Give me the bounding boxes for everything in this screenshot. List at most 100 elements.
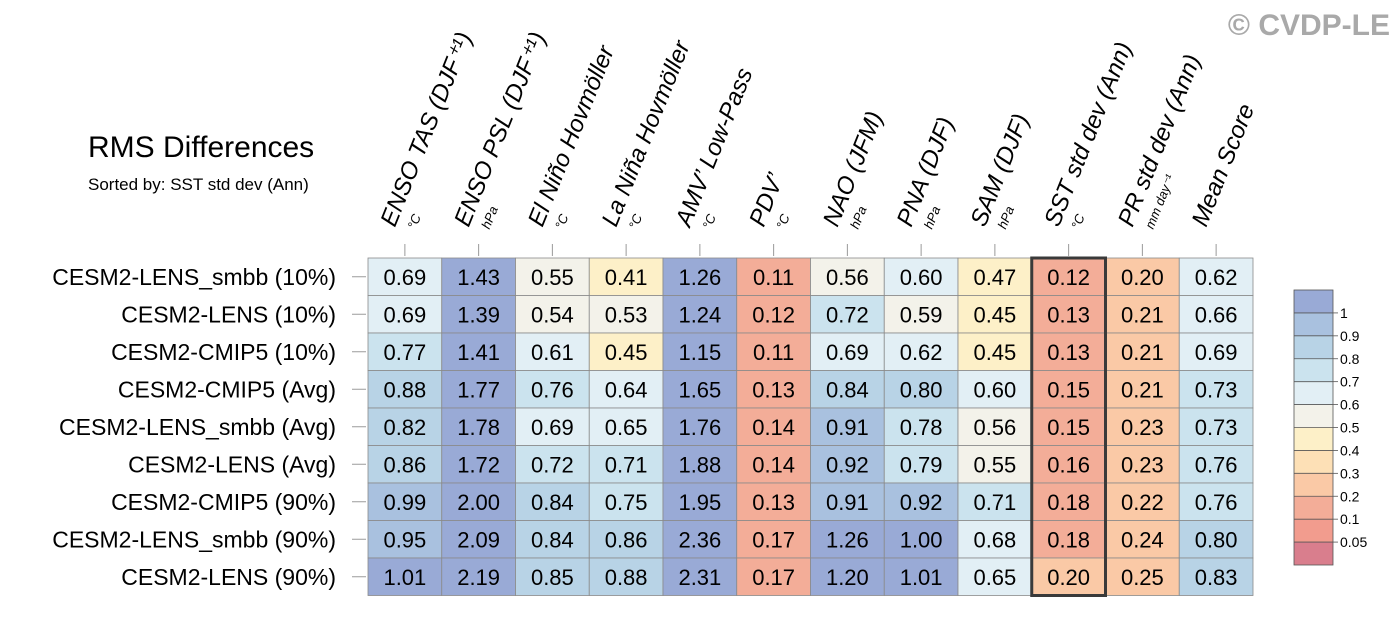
heatmap-cell	[515, 332, 590, 371]
colorbar-tick-label: 0.1	[1340, 511, 1360, 527]
heatmap-cell	[810, 482, 885, 521]
heatmap-cell	[441, 257, 516, 296]
colorbar-tick-label: 0.5	[1340, 420, 1360, 436]
cell-value: 0.65	[973, 565, 1016, 590]
heatmap-cell	[588, 370, 664, 409]
cell-value: 1.39	[457, 302, 500, 327]
heatmap-cell	[810, 370, 885, 409]
column-label-group: PNA (DJF)hPa	[892, 113, 960, 231]
cell-value: 0.86	[383, 452, 426, 477]
cell-value: 0.56	[973, 415, 1016, 440]
cell-value: 0.84	[826, 377, 869, 402]
cell-value: 0.23	[1121, 452, 1164, 477]
cell-value: 2.09	[457, 527, 500, 552]
heatmap-cell	[367, 407, 443, 446]
cell-value: 0.12	[1047, 265, 1090, 290]
heatmap-cell	[736, 332, 811, 371]
column-unit: °C	[700, 211, 720, 231]
colorbar-swatch	[1294, 473, 1333, 497]
heatmap-cell	[588, 557, 664, 596]
cell-value: 0.15	[1047, 377, 1090, 402]
column-labels: ENSO TAS (DJF⁺¹)°C ENSO PSL (DJF⁺¹)hPa El …	[375, 28, 1260, 232]
heatmap-cell	[736, 407, 811, 446]
cell-value: 1.24	[678, 302, 721, 327]
column-unit: °C	[552, 211, 572, 231]
cell-value: 0.88	[605, 565, 648, 590]
cell-value: 0.83	[1195, 565, 1238, 590]
cell-value: 1.72	[457, 452, 500, 477]
cell-value: 0.45	[605, 340, 648, 365]
heatmap-cell	[736, 557, 811, 596]
heatmap-cell	[367, 482, 443, 521]
heatmap-cell	[588, 407, 664, 446]
cell-value: 0.59	[900, 302, 943, 327]
cell-value: 0.21	[1121, 377, 1164, 402]
row-label: CESM2-CMIP5 (10%)	[111, 339, 336, 365]
cell-value: 0.95	[383, 527, 426, 552]
cell-value: 1.26	[678, 265, 721, 290]
heatmap-cell	[883, 482, 959, 521]
cell-value: 0.13	[752, 490, 795, 515]
cell-value: 1.41	[457, 340, 500, 365]
cell-value: 0.69	[1195, 340, 1238, 365]
heatmap-cell	[883, 520, 959, 559]
highlighted-column-frame	[1030, 256, 1107, 597]
cell-value: 1.95	[678, 490, 721, 515]
column-label-group: PDV’°C	[744, 169, 793, 231]
heatmap-cell	[515, 407, 590, 446]
copyright-watermark: © CVDP-LE	[1228, 9, 1390, 42]
heatmap-cell	[810, 407, 885, 446]
colorbar-tick-label: 0.7	[1340, 374, 1360, 390]
heatmap-cell	[588, 332, 664, 371]
colorbar-tick-label: 0.8	[1340, 351, 1360, 367]
cell-value: 0.14	[752, 452, 795, 477]
heatmap-cell	[1178, 520, 1254, 559]
cell-value: 0.45	[973, 340, 1016, 365]
cell-value: 0.13	[752, 377, 795, 402]
colorbar-swatch	[1294, 335, 1333, 359]
heatmap-cell	[1031, 295, 1106, 334]
cell-value: 0.62	[1195, 265, 1238, 290]
colorbar-tick-label: 0.4	[1340, 442, 1360, 458]
cell-value: 0.16	[1047, 452, 1090, 477]
cell-value: 0.79	[900, 452, 943, 477]
cell-value: 0.68	[973, 527, 1016, 552]
colorbar-swatch	[1294, 358, 1333, 382]
cell-value: 0.62	[900, 340, 943, 365]
colorbar-tick-label: 0.3	[1340, 465, 1360, 481]
cell-value: 0.72	[531, 452, 574, 477]
cell-value: 0.53	[605, 302, 648, 327]
heatmap-cell	[957, 445, 1033, 484]
cell-value: 0.78	[900, 415, 943, 440]
colorbar-tick-label: 0.6	[1340, 397, 1360, 413]
heatmap-cell	[441, 370, 516, 409]
cell-value: 1.43	[457, 265, 500, 290]
cell-value: 0.17	[752, 565, 795, 590]
colorbar-swatch	[1294, 519, 1333, 543]
cell-value: 0.13	[1047, 302, 1090, 327]
row-label: CESM2-LENS_smbb (Avg)	[59, 414, 336, 440]
heatmap-cell	[957, 295, 1033, 334]
column-unit: °C	[405, 211, 425, 231]
heatmap-cell	[736, 482, 811, 521]
cell-value: 0.55	[973, 452, 1016, 477]
cell-value: 0.73	[1195, 415, 1238, 440]
column-unit: °C	[773, 211, 793, 231]
row-label: CESM2-CMIP5 (90%)	[111, 489, 336, 515]
cell-value: 0.25	[1121, 565, 1164, 590]
cell-value: 0.14	[752, 415, 795, 440]
heatmap-cell	[662, 407, 738, 446]
heatmap-cell	[662, 295, 738, 334]
cell-value: 1.65	[678, 377, 721, 402]
cell-value: 0.21	[1121, 340, 1164, 365]
chart-subtitle: Sorted by: SST std dev (Ann)	[88, 175, 309, 194]
colorbar-swatch	[1294, 381, 1333, 405]
heatmap-cell	[883, 445, 959, 484]
cell-value: 0.88	[383, 377, 426, 402]
heatmap-cell	[515, 370, 590, 409]
heatmap-cell	[588, 257, 664, 296]
heatmap-cell	[883, 370, 959, 409]
heatmap-cell	[662, 520, 738, 559]
colorbar-tick-label: 0.2	[1340, 488, 1360, 504]
